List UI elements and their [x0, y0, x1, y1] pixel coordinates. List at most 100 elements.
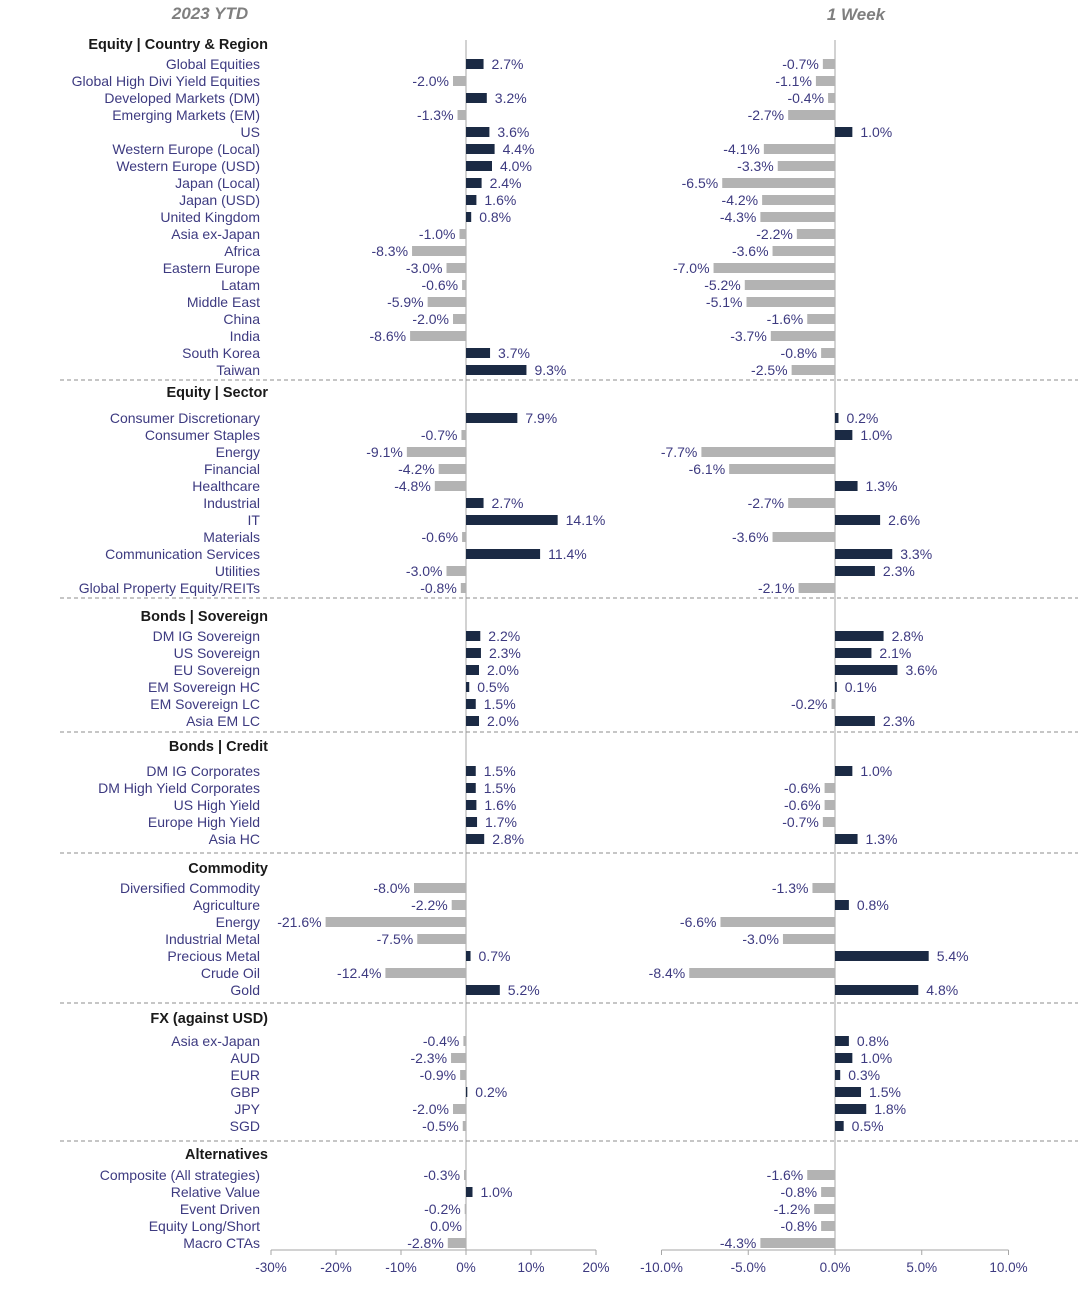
- row-label: Asia ex-Japan: [171, 226, 260, 242]
- ytd-bar: [466, 348, 491, 358]
- week-bar: [762, 195, 835, 205]
- ytd-value-label: 2.4%: [490, 175, 522, 191]
- row-label: DM High Yield Corporates: [98, 780, 260, 796]
- week-bar: [807, 1170, 835, 1180]
- week-bar: [821, 1221, 835, 1231]
- ytd-bar: [462, 280, 466, 290]
- week-bar: [835, 1053, 853, 1063]
- section-title: FX (against USD): [150, 1011, 268, 1027]
- week-bar: [720, 917, 835, 927]
- week-value-label: -5.2%: [704, 277, 741, 293]
- ytd-bar: [427, 297, 466, 307]
- week-bar: [835, 430, 853, 440]
- week-value-label: 4.8%: [926, 982, 958, 998]
- week-value-label: 1.5%: [869, 1084, 901, 1100]
- week-bar: [835, 682, 837, 692]
- week-value-label: -4.3%: [720, 209, 757, 225]
- row-label: India: [230, 328, 261, 344]
- ytd-bar: [457, 110, 466, 120]
- ytd-value-label: 2.0%: [487, 662, 519, 678]
- row-label: Utilities: [215, 563, 260, 579]
- ytd-value-label: 11.4%: [548, 546, 587, 562]
- ytd-bar: [466, 716, 479, 726]
- ytd-bar: [466, 515, 558, 525]
- row-label: South Korea: [182, 345, 260, 361]
- ytd-value-label: -0.3%: [423, 1167, 460, 1183]
- ytd-value-label: 1.0%: [481, 1184, 513, 1200]
- row-label: Taiwan: [216, 362, 260, 378]
- week-bar: [791, 365, 835, 375]
- ytd-bar: [451, 900, 466, 910]
- week-bar: [788, 110, 835, 120]
- week-x-tick-label: 5.0%: [906, 1260, 937, 1275]
- week-value-label: 1.0%: [860, 1050, 892, 1066]
- row-label: Asia ex-Japan: [171, 1033, 260, 1049]
- ytd-value-label: -0.2%: [424, 1201, 461, 1217]
- week-value-label: -0.8%: [781, 1184, 818, 1200]
- week-bar: [822, 59, 835, 69]
- ytd-value-label: 0.5%: [477, 679, 509, 695]
- ytd-bar: [461, 430, 466, 440]
- row-label: DM IG Corporates: [146, 763, 260, 779]
- row-label: Global Property Equity/REITs: [79, 580, 260, 596]
- ytd-x-tick-label: -20%: [320, 1260, 352, 1275]
- ytd-value-label: -2.3%: [410, 1050, 447, 1066]
- week-bar: [824, 800, 835, 810]
- ytd-bar: [466, 127, 490, 137]
- ytd-bar: [466, 699, 476, 709]
- row-label: Japan (USD): [179, 192, 260, 208]
- row-label: Global High Divi Yield Equities: [72, 73, 260, 89]
- week-value-label: 5.4%: [937, 948, 969, 964]
- week-value-label: 0.3%: [848, 1067, 880, 1083]
- week-bar: [772, 532, 835, 542]
- row-label: Materials: [203, 529, 260, 545]
- row-label: Crude Oil: [201, 965, 260, 981]
- ytd-value-label: -8.6%: [370, 328, 407, 344]
- row-label: SGD: [230, 1118, 260, 1134]
- week-value-label: -0.8%: [781, 345, 818, 361]
- ytd-bar: [451, 1053, 466, 1063]
- week-bar: [815, 76, 835, 86]
- ytd-value-label: 1.5%: [484, 696, 516, 712]
- row-label: China: [223, 311, 260, 327]
- ytd-bar: [466, 665, 479, 675]
- week-bar: [835, 549, 893, 559]
- week-bar: [744, 280, 835, 290]
- week-x-tick-label: 0.0%: [820, 1260, 851, 1275]
- ytd-bar: [466, 549, 541, 559]
- row-label: Composite (All strategies): [100, 1167, 260, 1183]
- week-value-label: 1.3%: [866, 478, 898, 494]
- week-bar: [782, 934, 835, 944]
- week-bar: [835, 413, 839, 423]
- ytd-value-label: 1.7%: [485, 814, 517, 830]
- week-x-tick-label: -5.0%: [731, 1260, 766, 1275]
- row-label: Energy: [216, 444, 260, 460]
- row-label: Japan (Local): [175, 175, 260, 191]
- week-value-label: -8.4%: [649, 965, 686, 981]
- row-label: US: [241, 124, 260, 140]
- ytd-bar: [466, 800, 477, 810]
- ytd-bar: [466, 1187, 473, 1197]
- ytd-value-label: -1.3%: [417, 107, 454, 123]
- row-label: Relative Value: [171, 1184, 260, 1200]
- section-title: Equity | Country & Region: [88, 37, 268, 53]
- ytd-bar: [410, 331, 466, 341]
- ytd-value-label: 4.0%: [500, 158, 532, 174]
- bars-layer: [325, 59, 929, 1248]
- week-value-label: -7.0%: [673, 260, 710, 276]
- row-label: EM Sovereign HC: [148, 679, 260, 695]
- ytd-value-label: 0.8%: [479, 209, 511, 225]
- row-label: IT: [248, 512, 261, 528]
- week-bar: [760, 1238, 835, 1248]
- ytd-x-tick-label: -30%: [255, 1260, 287, 1275]
- ytd-value-label: 1.6%: [484, 797, 516, 813]
- week-bar: [835, 648, 872, 658]
- week-value-label: -0.7%: [782, 814, 819, 830]
- section-title: Equity | Sector: [166, 385, 268, 401]
- ytd-bar: [462, 532, 466, 542]
- week-value-label: -3.7%: [730, 328, 767, 344]
- row-label: Financial: [204, 461, 260, 477]
- ytd-bar: [325, 917, 466, 927]
